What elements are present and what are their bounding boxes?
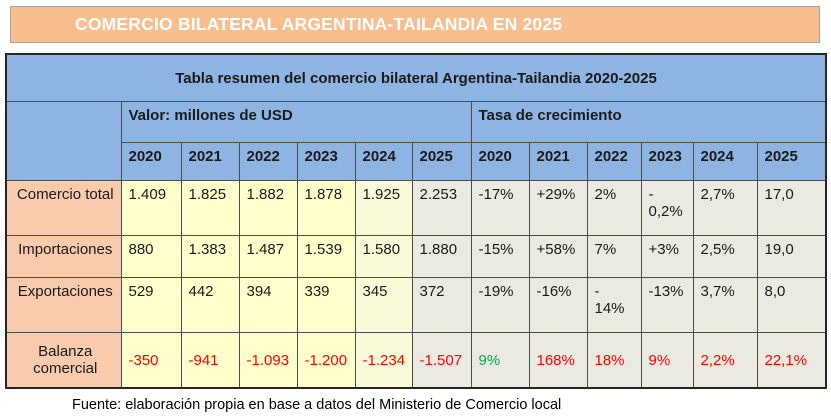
growth-cell: 3,7% bbox=[692, 277, 758, 333]
year-header: 2024 bbox=[692, 142, 758, 181]
value-cell: 1.580 bbox=[354, 235, 413, 278]
value-cell: 339 bbox=[296, 277, 356, 333]
value-cell: 1.878 bbox=[296, 180, 356, 236]
value-cell: 1.925 bbox=[354, 180, 413, 236]
growth-cell: +58% bbox=[528, 235, 588, 278]
table-caption-row: Tabla resumen del comercio bilateral Arg… bbox=[5, 53, 827, 102]
year-header: 2021 bbox=[528, 142, 588, 181]
value-cell: 1.880 bbox=[411, 235, 472, 278]
source-note: Fuente: elaboración propia en base a dat… bbox=[72, 397, 562, 413]
value-cell: 345 bbox=[354, 277, 413, 333]
growth-cell-negative: 18% bbox=[586, 332, 642, 388]
trade-summary-table: Tabla resumen del comercio bilateral Arg… bbox=[5, 53, 828, 389]
row-label-importaciones: Importaciones bbox=[5, 235, 122, 278]
growth-cell: -17% bbox=[470, 180, 530, 236]
growth-cell-positive: 9% bbox=[470, 332, 530, 388]
growth-cell: - 0,2% bbox=[640, 180, 694, 236]
row-label-comercio-total: Comercio total bbox=[5, 180, 122, 236]
growth-cell-negative: 168% bbox=[528, 332, 588, 388]
value-cell-negative: -1.200 bbox=[296, 332, 356, 388]
value-cell: 372 bbox=[411, 277, 472, 333]
growth-cell-negative: 2,2% bbox=[692, 332, 758, 388]
growth-cell: 2,5% bbox=[692, 235, 758, 278]
year-header: 2023 bbox=[296, 142, 356, 181]
growth-cell: -13% bbox=[640, 277, 694, 333]
year-header: 2020 bbox=[470, 142, 530, 181]
growth-cell: 8,0 bbox=[756, 277, 827, 333]
growth-cell: 2,7% bbox=[692, 180, 758, 236]
growth-cell: -16% bbox=[528, 277, 588, 333]
table-row-comercio-total: Comercio total 1.409 1.825 1.882 1.878 1… bbox=[5, 180, 827, 236]
growth-cell: -15% bbox=[470, 235, 530, 278]
growth-cell-negative: 22,1% bbox=[756, 332, 827, 388]
value-cell: 880 bbox=[120, 235, 182, 278]
group-header-value: Valor: millones de USD bbox=[120, 101, 472, 143]
corner-cell bbox=[5, 101, 122, 181]
growth-cell: 2% bbox=[586, 180, 642, 236]
growth-cell: +3% bbox=[640, 235, 694, 278]
growth-cell: - 14% bbox=[586, 277, 642, 333]
value-cell: 1.825 bbox=[180, 180, 240, 236]
growth-cell: 19,0 bbox=[756, 235, 827, 278]
group-header-growth: Tasa de crecimiento bbox=[470, 101, 827, 143]
value-cell: 1.487 bbox=[238, 235, 298, 278]
value-cell-negative: -1.507 bbox=[411, 332, 472, 388]
year-header: 2022 bbox=[238, 142, 298, 181]
page-title: COMERCIO BILATERAL ARGENTINA-TAILANDIA E… bbox=[75, 14, 563, 34]
year-header: 2022 bbox=[586, 142, 642, 181]
value-cell: 1.882 bbox=[238, 180, 298, 236]
year-header: 2020 bbox=[120, 142, 182, 181]
value-cell: 529 bbox=[120, 277, 182, 333]
growth-cell: -19% bbox=[470, 277, 530, 333]
value-cell-negative: -1.093 bbox=[238, 332, 298, 388]
value-cell: 1.539 bbox=[296, 235, 356, 278]
growth-cell-negative: 9% bbox=[640, 332, 694, 388]
value-cell: 1.409 bbox=[120, 180, 182, 236]
value-cell-negative: -350 bbox=[120, 332, 182, 388]
table-row-importaciones: Importaciones 880 1.383 1.487 1.539 1.58… bbox=[5, 235, 827, 278]
growth-cell: +29% bbox=[528, 180, 588, 236]
page-title-banner: COMERCIO BILATERAL ARGENTINA-TAILANDIA E… bbox=[10, 6, 820, 43]
year-header: 2025 bbox=[756, 142, 827, 181]
growth-cell: 17,0 bbox=[756, 180, 827, 236]
value-cell: 442 bbox=[180, 277, 240, 333]
table-row-exportaciones: Exportaciones 529 442 394 339 345 372 -1… bbox=[5, 277, 827, 333]
year-header: 2025 bbox=[411, 142, 472, 181]
value-cell-negative: -1.234 bbox=[354, 332, 413, 388]
year-header: 2021 bbox=[180, 142, 240, 181]
value-cell: 394 bbox=[238, 277, 298, 333]
table-row-balanza-comercial: Balanza comercial -350 -941 -1.093 -1.20… bbox=[5, 332, 827, 388]
value-cell-negative: -941 bbox=[180, 332, 240, 388]
group-header-row: Valor: millones de USD Tasa de crecimien… bbox=[5, 101, 827, 181]
growth-cell: 7% bbox=[586, 235, 642, 278]
table-caption: Tabla resumen del comercio bilateral Arg… bbox=[5, 53, 827, 102]
value-cell: 2.253 bbox=[411, 180, 472, 236]
value-cell: 1.383 bbox=[180, 235, 240, 278]
year-header: 2023 bbox=[640, 142, 694, 181]
year-header: 2024 bbox=[354, 142, 413, 181]
year-header-row: 2020 2021 2022 2023 2024 2025 2020 2021 … bbox=[6, 142, 827, 181]
row-label-balanza-comercial: Balanza comercial bbox=[5, 332, 122, 388]
row-label-exportaciones: Exportaciones bbox=[5, 277, 122, 333]
